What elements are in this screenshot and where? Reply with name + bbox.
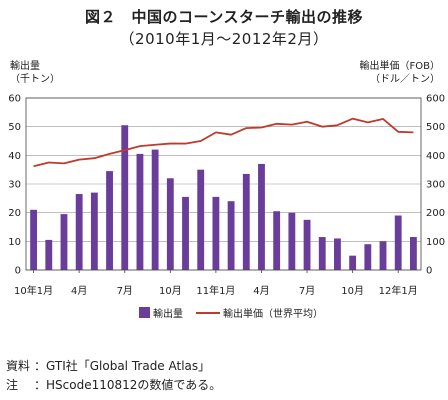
legend-bar-swatch [139,307,150,318]
y2-tick-label: 600 [426,94,445,105]
bar [106,171,113,270]
bar [212,196,220,270]
chart-title: 図２ 中国のコーンスターチ輸出の推移 [85,8,363,26]
left-axis-unit: 輸出量 （千トン） [10,60,60,86]
left-axis-label: 輸出量 [10,61,40,72]
plot-frame [25,97,422,271]
bar [227,201,235,270]
bar [166,178,174,270]
x-tick-label: 10月 [341,285,364,297]
right-axis-unit: 輸出単価（FOB） （ドル／トン） [360,60,440,86]
bar [318,237,326,270]
y2-tick-label: 200 [426,208,445,219]
bar-series [30,125,417,270]
y-tick-label: 0 [15,266,21,277]
bar [334,238,341,270]
bar [303,219,311,270]
y-tick-label: 50 [8,122,21,133]
price-line [33,117,414,168]
legend-line-label: 輸出単価（世界平均） [223,307,323,320]
source-note: 資料 ：GTI社「Global Trade Atlas」 [6,357,210,374]
bar [75,194,83,270]
bar [90,192,98,270]
axes: 0 0 10 100 20 200 30 300 40 400 50 500 60 600 10年1月 4月 7… [8,94,445,298]
x-tick-label: 12年1月 [379,284,418,297]
bar [349,255,357,270]
y2-tick-label: 100 [426,237,445,248]
y-tick-label: 60 [8,94,21,105]
bar [288,212,296,270]
x-tick-label: 7月 [117,285,133,297]
bar [136,153,144,270]
x-tick-label: 10月 [159,285,182,297]
y2-tick-label: 500 [426,122,445,133]
right-axis-unit-label: （ドル／トン） [370,74,440,85]
bar [409,237,417,270]
y-tick-label: 10 [8,237,21,248]
y-tick-label: 20 [8,208,21,219]
legend: 輸出量 輸出単価（世界平均） [139,307,323,320]
y-tick-label: 30 [8,180,21,191]
y2-tick-label: 400 [426,151,445,162]
bar [379,241,387,270]
left-axis-unit-label: （千トン） [10,74,60,85]
bar [197,169,205,270]
chart-subtitle: （2010年1月～2012年2月） [119,30,329,48]
y2-tick-label: 0 [426,266,432,277]
footnote-text: ：HScode110812の数値である。 [34,378,222,392]
x-tick-label: 7月 [299,285,315,297]
bar [30,209,38,270]
bar [45,239,53,270]
x-tick-label: 11年1月 [196,284,235,297]
footnote-label: 注 [6,378,19,392]
bar [364,244,372,270]
bar [182,196,189,270]
source-note-text: ：GTI社「Global Trade Atlas」 [34,359,211,373]
bar [258,163,265,270]
bar [273,211,281,270]
legend-bar-label: 輸出量 [153,307,183,320]
x-tick-label: 4月 [71,285,87,297]
line-series [33,117,414,168]
gridlines [26,97,421,271]
bar [60,214,68,270]
x-tick-label: 10年1月 [14,284,53,297]
y2-tick-label: 300 [426,180,445,191]
y-tick-label: 40 [8,151,21,162]
footnote: 注 ：HScode110812の数値である。 [6,376,221,393]
source-note-label: 資料 [6,359,31,373]
right-axis-label: 輸出単価（FOB） [359,61,440,72]
bar [121,125,129,270]
bar [151,149,159,270]
bar [394,215,402,270]
bar [242,173,250,270]
x-tick-label: 4月 [253,285,269,297]
